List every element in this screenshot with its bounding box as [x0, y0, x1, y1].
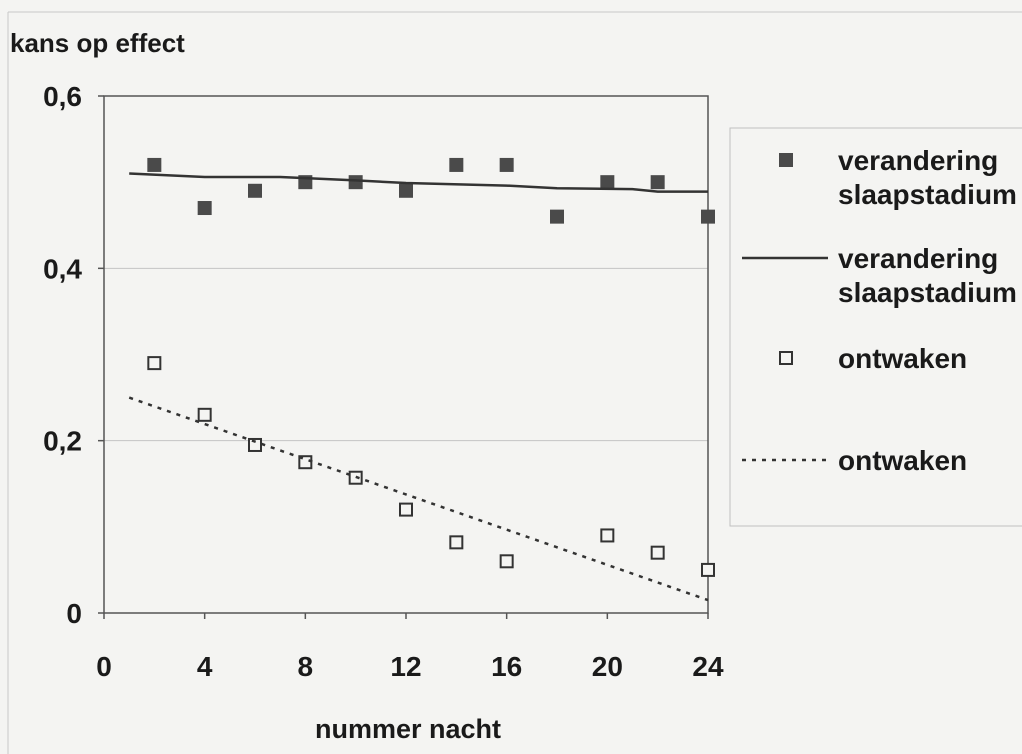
data-point	[600, 528, 615, 543]
y-tick-label: 0,2	[43, 426, 82, 457]
data-point	[449, 535, 464, 550]
legend: verandering slaapstadium verandering slaaps…	[742, 145, 1017, 476]
x-tick-label: 8	[298, 651, 314, 682]
data-point	[449, 157, 464, 172]
data-point	[550, 209, 564, 224]
data-point	[197, 407, 212, 422]
legend-item-verandering-slaapstadium-line: verandering slaapstadium	[742, 243, 1017, 308]
gridlines	[104, 267, 708, 442]
data-point	[499, 157, 514, 172]
y-axis-ticks: 0 0,2 0,4 0,6	[43, 81, 104, 629]
legend-item-ontwaken-line: ontwaken	[742, 445, 967, 476]
series-line	[129, 172, 708, 193]
series-verandering-slaapstadium-points	[147, 157, 715, 224]
legend-label: verandering slaapstadium	[838, 145, 1017, 210]
data-point	[600, 175, 615, 190]
x-tick-label: 20	[592, 651, 623, 682]
legend-marker-swatch	[779, 351, 793, 365]
x-axis-ticks: 0 4 8 12 16 20 24	[96, 613, 724, 682]
series-ontwaken-line	[128, 396, 709, 602]
legend-item-verandering-slaapstadium-points: verandering slaapstadium	[779, 145, 1017, 210]
data-point	[701, 209, 715, 224]
data-point	[650, 545, 665, 560]
legend-box	[729, 127, 1022, 527]
x-tick-label: 12	[390, 651, 421, 682]
legend-item-ontwaken-points: ontwaken	[779, 343, 967, 374]
data-point	[248, 183, 262, 198]
y-tick-label: 0,4	[43, 253, 82, 284]
series-verandering-slaapstadium-line	[129, 172, 708, 193]
legend-marker-swatch	[779, 153, 793, 167]
x-tick-label: 16	[491, 651, 522, 682]
x-tick-label: 0	[96, 651, 112, 682]
y-tick-label: 0,6	[43, 81, 82, 112]
legend-label: verandering slaapstadium	[838, 243, 1017, 308]
series-ontwaken-points	[147, 356, 715, 577]
y-tick-label: 0	[66, 598, 82, 629]
legend-label: ontwaken	[838, 343, 967, 374]
data-point	[650, 175, 665, 190]
data-point	[348, 175, 363, 190]
data-point	[399, 183, 413, 198]
data-point	[147, 356, 162, 371]
legend-label: ontwaken	[838, 445, 967, 476]
data-point	[499, 554, 514, 569]
y-axis-label: kans op effect	[10, 28, 185, 58]
x-tick-label: 24	[692, 651, 724, 682]
series-layer	[128, 157, 715, 602]
data-point	[399, 502, 413, 517]
series-line	[128, 396, 709, 602]
data-point	[197, 201, 212, 216]
x-tick-label: 4	[197, 651, 213, 682]
x-axis-label: nummer nacht	[315, 714, 501, 744]
data-point	[147, 157, 162, 172]
data-point	[701, 562, 715, 577]
